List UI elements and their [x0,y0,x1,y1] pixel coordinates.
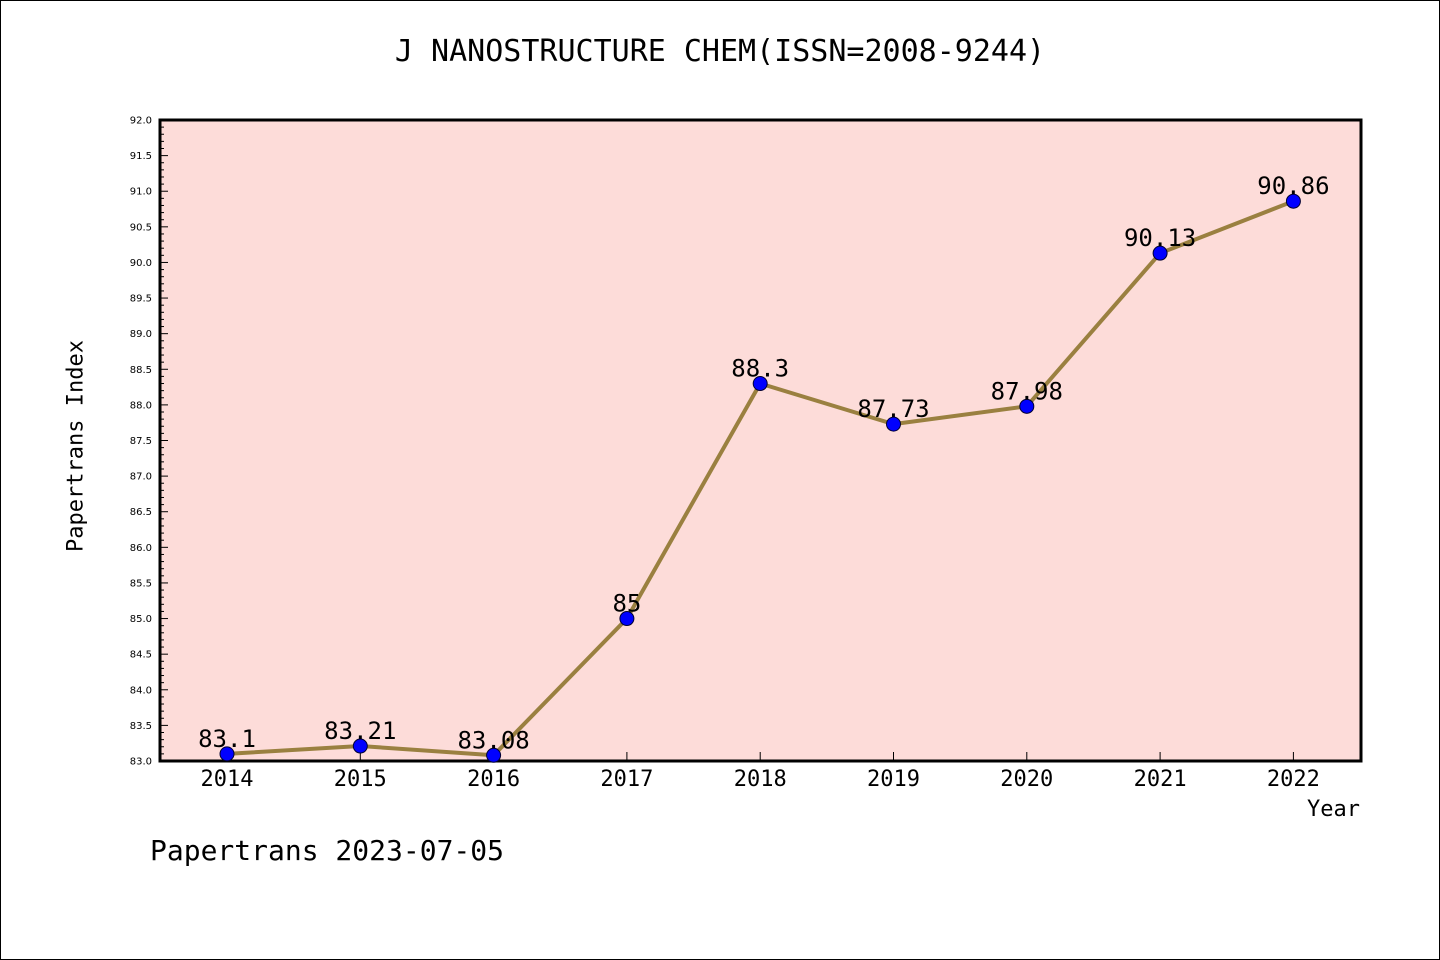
y-tick-label: 87.5 [130,436,152,447]
x-tick-label: 2014 [201,767,254,792]
y-tick-label: 84.0 [130,685,152,696]
y-tick-label: 90.0 [130,258,152,269]
y-axis-ticks: 83.0 83.5 84.0 84.5 85.0 85.5 86.0 86.5 87.0 87.5… [130,116,168,768]
y-tick-label: 87.0 [130,472,152,483]
x-tick-label: 2020 [1000,767,1053,792]
data-point-marker [1019,398,1035,414]
y-tick-label: 86.5 [130,507,152,518]
x-tick-label: 2015 [334,767,387,792]
data-value-label: 83.21 [324,717,396,745]
x-tick-label: 2017 [600,767,653,792]
y-tick-label: 83.5 [130,721,152,732]
y-tick-label: 86.0 [130,543,152,554]
y-tick-label: 84.5 [130,650,152,661]
y-tick-label: 88.5 [130,365,152,376]
data-point-marker [886,416,901,432]
data-value-label: 90.13 [1124,224,1196,252]
data-value-label: 85 [612,590,641,618]
y-tick-label: 85.0 [130,614,152,625]
y-tick-label: 90.5 [130,222,152,233]
data-point-marker [352,738,368,754]
x-tick-label: 2022 [1267,767,1320,792]
x-axis-title: Year [1307,797,1360,822]
data-point-marker [486,747,502,763]
footer-note: Papertrans 2023-07-05 [150,834,505,867]
data-point-marker [619,611,635,627]
y-tick-label: 85.5 [130,578,152,589]
y-tick-label: 91.0 [130,187,152,198]
x-tick-label: 2018 [734,767,787,792]
y-tick-label: 89.5 [130,294,152,305]
data-point-marker [752,376,768,392]
data-value-label: 90.86 [1257,172,1329,200]
y-tick-label: 88.0 [130,400,152,411]
x-tick-label: 2016 [467,767,520,792]
y-tick-label: 91.5 [130,151,152,162]
data-point-marker [1285,193,1301,209]
x-axis-ticks: 2014 2015 2016 2017 2018 2019 2020 2021 2022 [201,752,1320,792]
data-value-label: 87.73 [857,395,929,423]
plot-area [158,118,1363,763]
y-tick-label: 92.0 [130,116,152,127]
x-tick-label: 2019 [867,767,920,792]
data-value-label: 88.3 [731,355,789,383]
y-tick-label: 89.0 [130,329,152,340]
data-point-marker [219,746,235,762]
data-value-label: 83.1 [198,725,256,753]
x-tick-label: 2021 [1134,767,1187,792]
data-value-label: 83.08 [457,726,529,754]
data-point-marker [1152,245,1168,261]
chart-title: J NANOSTRUCTURE CHEM(ISSN=2008-9244) [394,34,1046,69]
data-markers [219,193,1301,763]
data-labels: 83.1 83.21 83.08 85 88.3 87.73 87.98 90.13 90.86 [198,172,1329,754]
data-value-label: 87.98 [991,377,1063,405]
y-tick-label: 83.0 [130,757,152,768]
